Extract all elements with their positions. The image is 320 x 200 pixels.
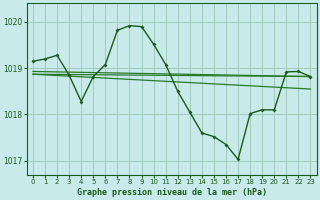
X-axis label: Graphe pression niveau de la mer (hPa): Graphe pression niveau de la mer (hPa) <box>77 188 267 197</box>
